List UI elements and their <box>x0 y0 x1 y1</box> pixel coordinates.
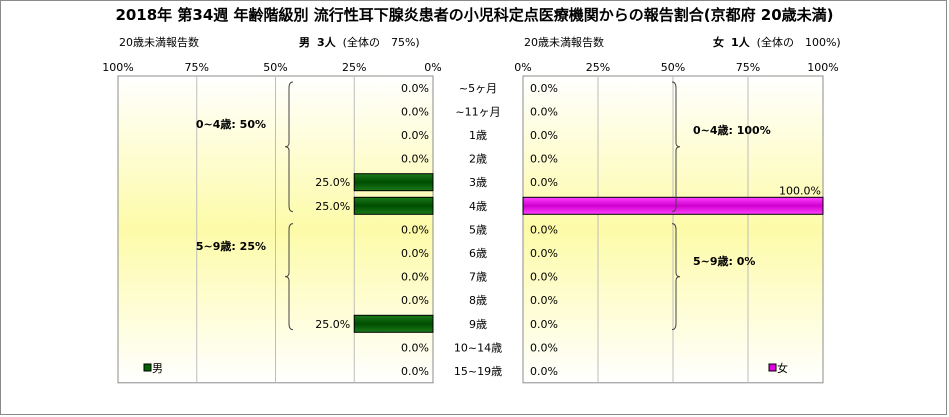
category-label: ~11ヶ月 <box>455 105 500 118</box>
data-label-left: 25.0% <box>315 318 350 331</box>
data-label-left: 0.0% <box>401 341 429 354</box>
data-label-right: 0.0% <box>530 129 558 142</box>
category-label: 10~14歳 <box>454 341 502 354</box>
data-label-left: 0.0% <box>401 271 429 284</box>
category-label: 9歳 <box>469 318 487 331</box>
data-label-right: 0.0% <box>530 223 558 236</box>
right-count-value: 1人 <box>731 36 750 49</box>
left-sex-label: 男 <box>299 36 310 49</box>
left-count-summary: 男 3人 (全体の 75%) <box>299 34 420 50</box>
data-label-left: 0.0% <box>401 105 429 118</box>
group-bracket-right <box>671 81 681 213</box>
x-tick-label-right: 100% <box>807 61 838 74</box>
data-label-left: 25.0% <box>315 176 350 189</box>
right-count-summary: 女 1人 (全体の 100%) <box>713 34 841 50</box>
legend-swatch-right <box>768 363 777 372</box>
x-tick-label-left: 50% <box>263 61 287 74</box>
data-label-left: 0.0% <box>401 129 429 142</box>
left-count-value: 3人 <box>317 36 336 49</box>
data-label-left: 0.0% <box>401 153 429 166</box>
x-tick-label-right: 25% <box>586 61 610 74</box>
x-tick-label-left: 75% <box>185 61 209 74</box>
group-label-right: 0~4歳: 100% <box>693 123 771 137</box>
data-label-right: 0.0% <box>530 271 558 284</box>
data-label-right: 0.0% <box>530 365 558 378</box>
bar-right <box>522 196 824 215</box>
legend-label-left: 男 <box>152 362 163 375</box>
data-label-left: 0.0% <box>401 294 429 307</box>
category-label: 2歳 <box>469 153 487 166</box>
data-label-right: 0.0% <box>530 176 558 189</box>
right-count-label: 20歳未満報告数 <box>524 36 604 49</box>
left-count-label: 20歳未満報告数 <box>119 36 199 49</box>
x-tick-label-left: 25% <box>342 61 366 74</box>
category-label: 6歳 <box>469 247 487 260</box>
data-label-left: 0.0% <box>401 223 429 236</box>
legend-swatch-left <box>143 363 152 372</box>
data-label-left: 0.0% <box>401 247 429 260</box>
data-label-left: 0.0% <box>401 365 429 378</box>
x-tick-label-right: 0% <box>514 61 531 74</box>
right-share: (全体の 100%) <box>756 36 841 49</box>
category-label: 8歳 <box>469 294 487 307</box>
data-label-right: 0.0% <box>530 247 558 260</box>
group-label-left: 0~4歳: 50% <box>196 117 266 131</box>
data-label-right: 0.0% <box>530 105 558 118</box>
x-tick-label-right: 50% <box>661 61 685 74</box>
data-label-right: 0.0% <box>530 318 558 331</box>
bar-left <box>353 314 434 333</box>
data-label-right: 0.0% <box>530 294 558 307</box>
data-label-left: 25.0% <box>315 200 350 213</box>
category-label: ~5ヶ月 <box>459 82 497 95</box>
data-label-right: 0.0% <box>530 341 558 354</box>
group-label-right: 5~9歳: 0% <box>693 254 755 268</box>
bar-left <box>353 196 434 215</box>
category-label: 7歳 <box>469 271 487 284</box>
left-share: (全体の 75%) <box>342 36 420 49</box>
bar-left <box>353 173 434 192</box>
category-label: 1歳 <box>469 129 487 142</box>
category-label: 4歳 <box>469 200 487 213</box>
data-label-right: 0.0% <box>530 82 558 95</box>
category-label: 3歳 <box>469 176 487 189</box>
right-sex-label: 女 <box>713 36 724 49</box>
group-bracket-right <box>671 223 681 331</box>
group-label-left: 5~9歳: 25% <box>196 239 266 253</box>
data-label-right: 100.0% <box>779 184 821 197</box>
category-label: 15~19歳 <box>454 365 502 378</box>
data-label-right: 0.0% <box>530 153 558 166</box>
legend-label-right: 女 <box>777 361 788 375</box>
data-label-left: 0.0% <box>401 82 429 95</box>
group-bracket-left <box>284 81 294 213</box>
x-tick-label-right: 75% <box>736 61 760 74</box>
x-tick-label-left: 0% <box>424 61 441 74</box>
chart-title: 2018年 第34週 年齢階級別 流行性耳下腺炎患者の小児科定点医療機関からの報… <box>115 6 834 24</box>
group-bracket-left <box>284 223 294 331</box>
category-label: 5歳 <box>469 223 487 236</box>
x-tick-label-left: 100% <box>102 61 133 74</box>
